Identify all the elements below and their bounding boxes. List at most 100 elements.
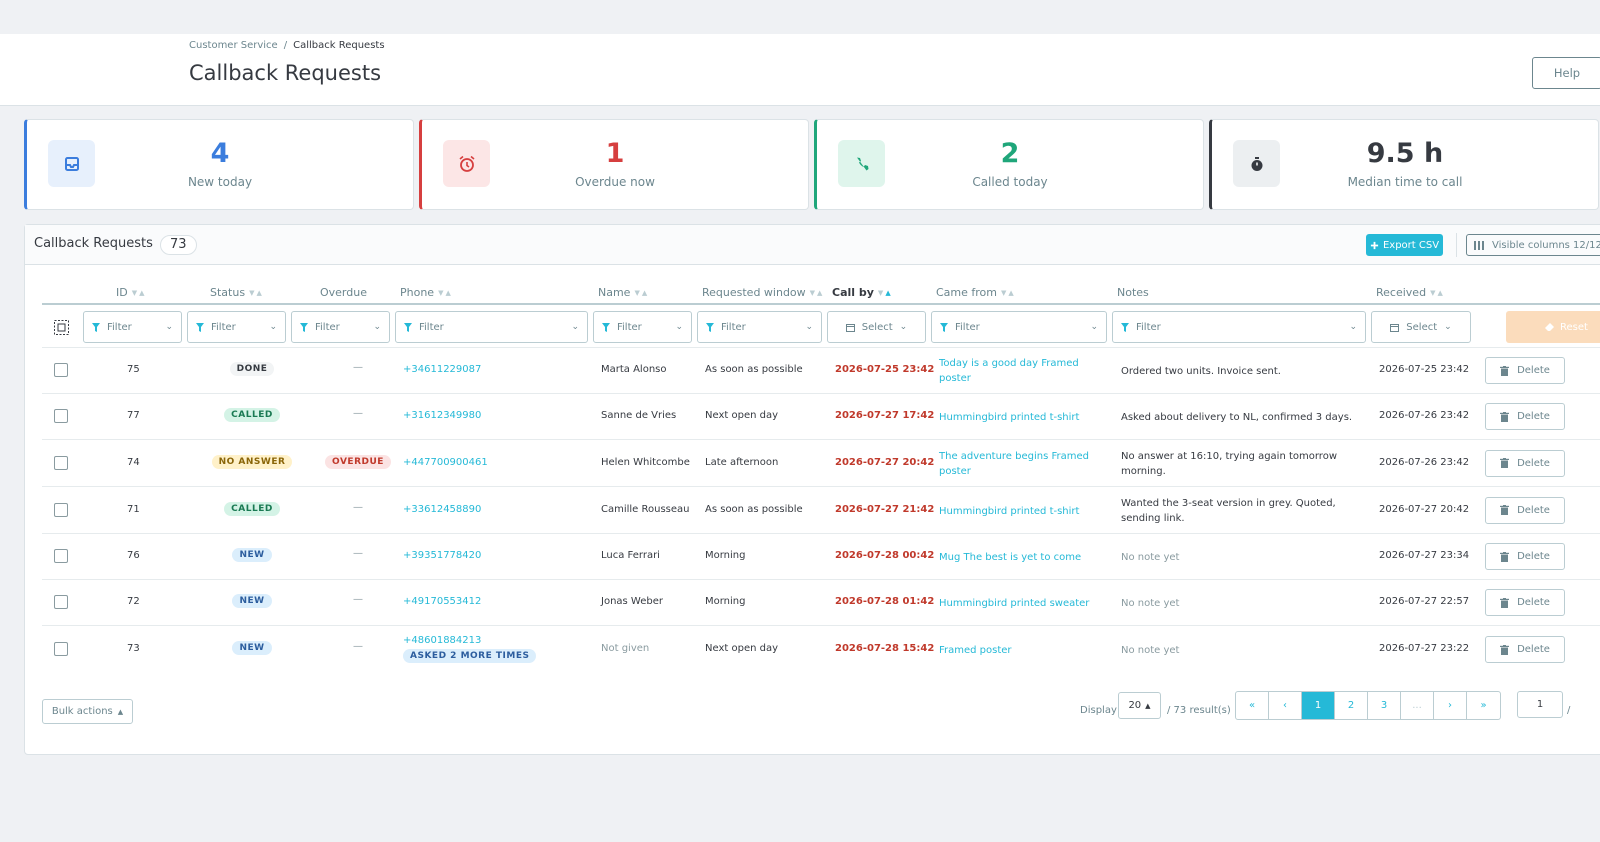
name-cell: Not given xyxy=(601,643,650,654)
status-cell: NEW xyxy=(202,641,302,655)
page-button-1[interactable]: 1 xyxy=(1302,692,1335,719)
overdue-value: — xyxy=(353,548,363,559)
double-chevron-left-icon: « xyxy=(1248,700,1256,711)
column-header-received[interactable]: Received ▼▲ xyxy=(1376,286,1445,299)
row-checkbox[interactable] xyxy=(54,502,68,517)
phone-link[interactable]: +33612458890 xyxy=(403,503,482,515)
phone-link[interactable]: +48601884213 xyxy=(403,635,482,646)
came-from-link[interactable]: Today is a good day Framed poster xyxy=(939,358,1079,384)
delete-button[interactable]: Delete xyxy=(1485,403,1565,430)
table-row: 76 NEW — +39351778420 Luca Ferrari Morni… xyxy=(42,533,1600,579)
row-checkbox[interactable] xyxy=(54,409,68,423)
table-row: 74 NO ANSWER OVERDUE +447700900461 Helen… xyxy=(42,439,1600,486)
column-header-name[interactable]: Name ▼▲ xyxy=(598,286,649,299)
phone-link[interactable]: +31612349980 xyxy=(403,410,482,421)
last-page-button[interactable]: » xyxy=(1467,692,1500,719)
column-header-id[interactable]: ID ▼▲ xyxy=(116,286,147,299)
page-button-3[interactable]: 3 xyxy=(1368,692,1401,719)
chevron-down-icon: ⌄ xyxy=(373,322,381,332)
overdue-cell: — xyxy=(308,641,408,652)
callback-requests-card: Callback Requests 73 Export CSV Visible … xyxy=(24,224,1600,755)
overdue-filter-input[interactable]: Filter ⌄ xyxy=(291,311,390,343)
phone-link[interactable]: +49170553412 xyxy=(403,596,482,607)
came-from-link[interactable]: Framed poster xyxy=(939,645,1012,656)
help-button[interactable]: Help xyxy=(1532,57,1600,89)
id-cell: 77 xyxy=(127,410,140,421)
came-from-link[interactable]: The adventure begins Framed poster xyxy=(939,450,1089,477)
phone-link[interactable]: +39351778420 xyxy=(403,550,482,561)
kpi-value: 9.5 h xyxy=(1366,138,1444,169)
visible-columns-button[interactable]: Visible columns 12/12 xyxy=(1466,234,1600,256)
column-header-call-by[interactable]: Call by ▼▲ xyxy=(832,286,893,299)
select-all-icon[interactable] xyxy=(54,320,69,335)
column-header-came-from[interactable]: Came from ▼▲ xyxy=(936,286,1016,299)
phone-link[interactable]: +34611229087 xyxy=(403,364,482,375)
name-filter-input[interactable]: Filter ⌄ xyxy=(593,311,692,343)
window-filter-input[interactable]: Filter ⌄ xyxy=(697,311,822,343)
filter-placeholder: Filter xyxy=(315,321,340,333)
id-cell: 76 xyxy=(127,550,140,561)
row-checkbox[interactable] xyxy=(54,595,68,609)
bulk-actions-label: Bulk actions xyxy=(51,706,113,717)
kpi-label: Median time to call xyxy=(1347,175,1463,189)
page-button-2[interactable]: 2 xyxy=(1335,692,1368,719)
per-page-select[interactable]: 20 ▲ xyxy=(1118,692,1161,719)
breadcrumb: Customer Service / Callback Requests xyxy=(189,40,385,51)
kpi-card-4: 9.5 h Median time to call xyxy=(1209,119,1599,210)
row-checkbox[interactable] xyxy=(54,549,68,563)
callby-filter-select[interactable]: Select ⌄ xyxy=(827,311,926,343)
page-number-input[interactable]: 1 xyxy=(1517,691,1563,718)
delete-button[interactable]: Delete xyxy=(1485,449,1565,477)
phone-link[interactable]: +447700900461 xyxy=(403,456,488,468)
breadcrumb-parent[interactable]: Customer Service xyxy=(189,40,278,51)
table-row: 73 NEW — +48601884213 ASKED 2 MORE TIMES … xyxy=(42,625,1600,673)
reset-filters-button[interactable]: Reset xyxy=(1506,311,1600,343)
came-from-link[interactable]: Mug The best is yet to come xyxy=(939,552,1082,563)
sort-asc-icon: ▼▲ xyxy=(877,288,893,297)
first-page-button[interactable]: « xyxy=(1236,692,1269,719)
status-cell: NO ANSWER xyxy=(202,454,302,469)
bulk-actions-button[interactable]: Bulk actions ▲ xyxy=(42,699,133,724)
column-header-requested-window[interactable]: Requested window ▼▲ xyxy=(702,286,824,299)
came-from-link[interactable]: Hummingbird printed t-shirt xyxy=(939,505,1080,517)
row-checkbox[interactable] xyxy=(54,363,68,377)
trash-icon xyxy=(1500,551,1510,562)
row-checkbox[interactable] xyxy=(54,642,68,656)
came-from-link[interactable]: Hummingbird printed t-shirt xyxy=(939,412,1080,423)
kpi-card-1: 4 New today xyxy=(24,119,414,210)
row-checkbox[interactable] xyxy=(54,455,68,470)
funnel-icon xyxy=(196,322,204,332)
call-by-cell: 2026-07-28 01:42 xyxy=(835,596,935,607)
came-from-filter-input[interactable]: Filter ⌄ xyxy=(931,311,1107,343)
overdue-cell: — xyxy=(308,548,408,559)
delete-button[interactable]: Delete xyxy=(1485,496,1565,524)
plus-icon xyxy=(1370,241,1379,249)
id-filter-input[interactable]: Filter ⌄ xyxy=(83,311,182,343)
export-csv-button[interactable]: Export CSV xyxy=(1366,234,1443,256)
delete-label: Delete xyxy=(1517,457,1550,469)
phone-filter-input[interactable]: Filter ⌄ xyxy=(395,311,588,343)
visible-columns-label: Visible columns 12/12 xyxy=(1492,239,1600,251)
chevron-down-icon: ⌄ xyxy=(571,322,579,332)
next-page-button[interactable]: › xyxy=(1434,692,1467,719)
previous-page-button[interactable]: ‹ xyxy=(1269,692,1302,719)
received-filter-select[interactable]: Select ⌄ xyxy=(1371,311,1471,343)
delete-button[interactable]: Delete xyxy=(1485,636,1565,663)
funnel-icon xyxy=(1121,322,1129,332)
received-cell: 2026-07-25 23:42 xyxy=(1379,364,1470,375)
column-header-window-label: Requested window xyxy=(702,286,806,299)
columns-icon xyxy=(1474,240,1484,250)
call-by-cell: 2026-07-27 21:42 xyxy=(835,503,935,515)
delete-button[interactable]: Delete xyxy=(1485,357,1565,384)
phone-icon xyxy=(838,140,885,187)
column-header-status[interactable]: Status ▼▲ xyxy=(210,286,264,299)
delete-button[interactable]: Delete xyxy=(1485,589,1565,616)
delete-button[interactable]: Delete xyxy=(1485,543,1565,570)
came-from-link[interactable]: Hummingbird printed sweater xyxy=(939,598,1090,609)
status-filter-input[interactable]: Filter ⌄ xyxy=(187,311,286,343)
delete-label: Delete xyxy=(1517,597,1550,608)
calendar-icon xyxy=(845,323,855,332)
sort-icon: ▼▲ xyxy=(634,288,650,297)
column-header-phone[interactable]: Phone ▼▲ xyxy=(400,286,453,299)
notes-filter-input[interactable]: Filter ⌄ xyxy=(1112,311,1366,343)
